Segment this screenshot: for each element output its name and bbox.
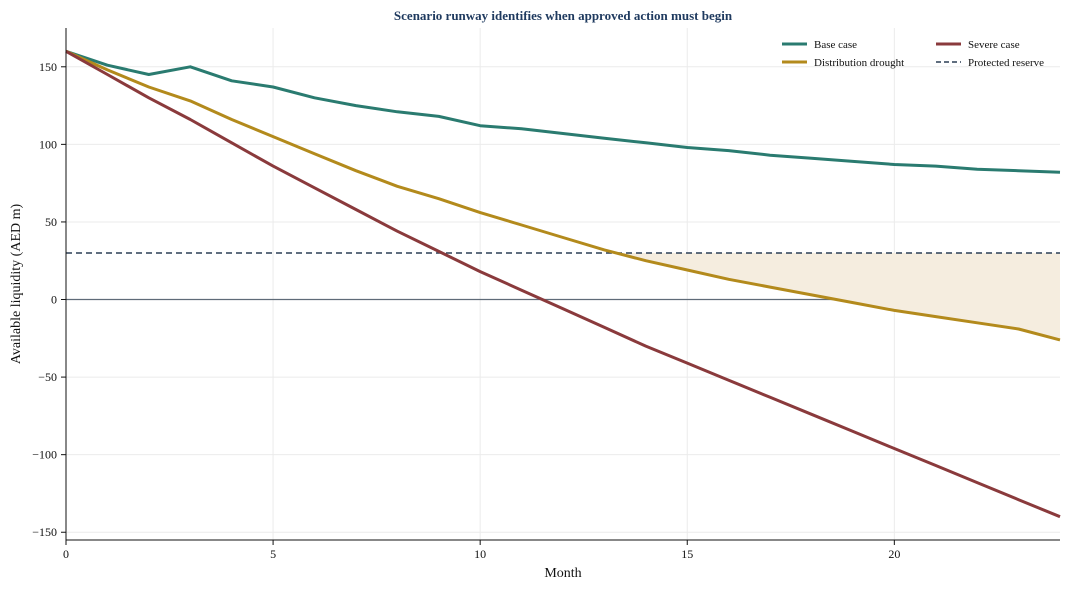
legend-label: Distribution drought xyxy=(814,57,904,69)
series-lines xyxy=(65,49,1061,519)
x-tick-label: 20 xyxy=(888,547,900,561)
y-tick-label: 100 xyxy=(39,137,57,151)
legend-label: Severe case xyxy=(968,39,1020,51)
series-line-severe-case xyxy=(65,49,1061,519)
axes xyxy=(61,28,1060,545)
y-tick-label: 150 xyxy=(39,60,57,74)
series-line-distribution-drought xyxy=(65,49,1061,342)
y-tick-label: −50 xyxy=(38,370,57,384)
legend: Base case Distribution drought Severe case… xyxy=(782,39,1044,69)
series-line-base-case xyxy=(65,49,1061,174)
y-tick-label: 50 xyxy=(45,215,57,229)
y-tick-label: 0 xyxy=(51,293,57,307)
x-tick-label: 5 xyxy=(270,547,276,561)
chart-title: Scenario runway identifies when approved… xyxy=(394,8,733,23)
tick-labels: 0 5 10 15 20 −150 −100 −50 0 50 100 150 xyxy=(32,60,900,561)
x-tick-label: 0 xyxy=(63,547,69,561)
legend-label: Base case xyxy=(814,39,857,51)
y-tick-label: −150 xyxy=(32,525,57,539)
shaded-region xyxy=(616,252,1060,340)
x-tick-label: 15 xyxy=(681,547,693,561)
y-tick-label: −100 xyxy=(32,448,57,462)
legend-label: Protected reserve xyxy=(968,57,1044,69)
x-axis-title: Month xyxy=(544,566,581,581)
x-tick-label: 10 xyxy=(474,547,486,561)
y-axis-title: Available liquidity (AED m) xyxy=(9,204,24,365)
shortfall-area xyxy=(616,252,1060,340)
